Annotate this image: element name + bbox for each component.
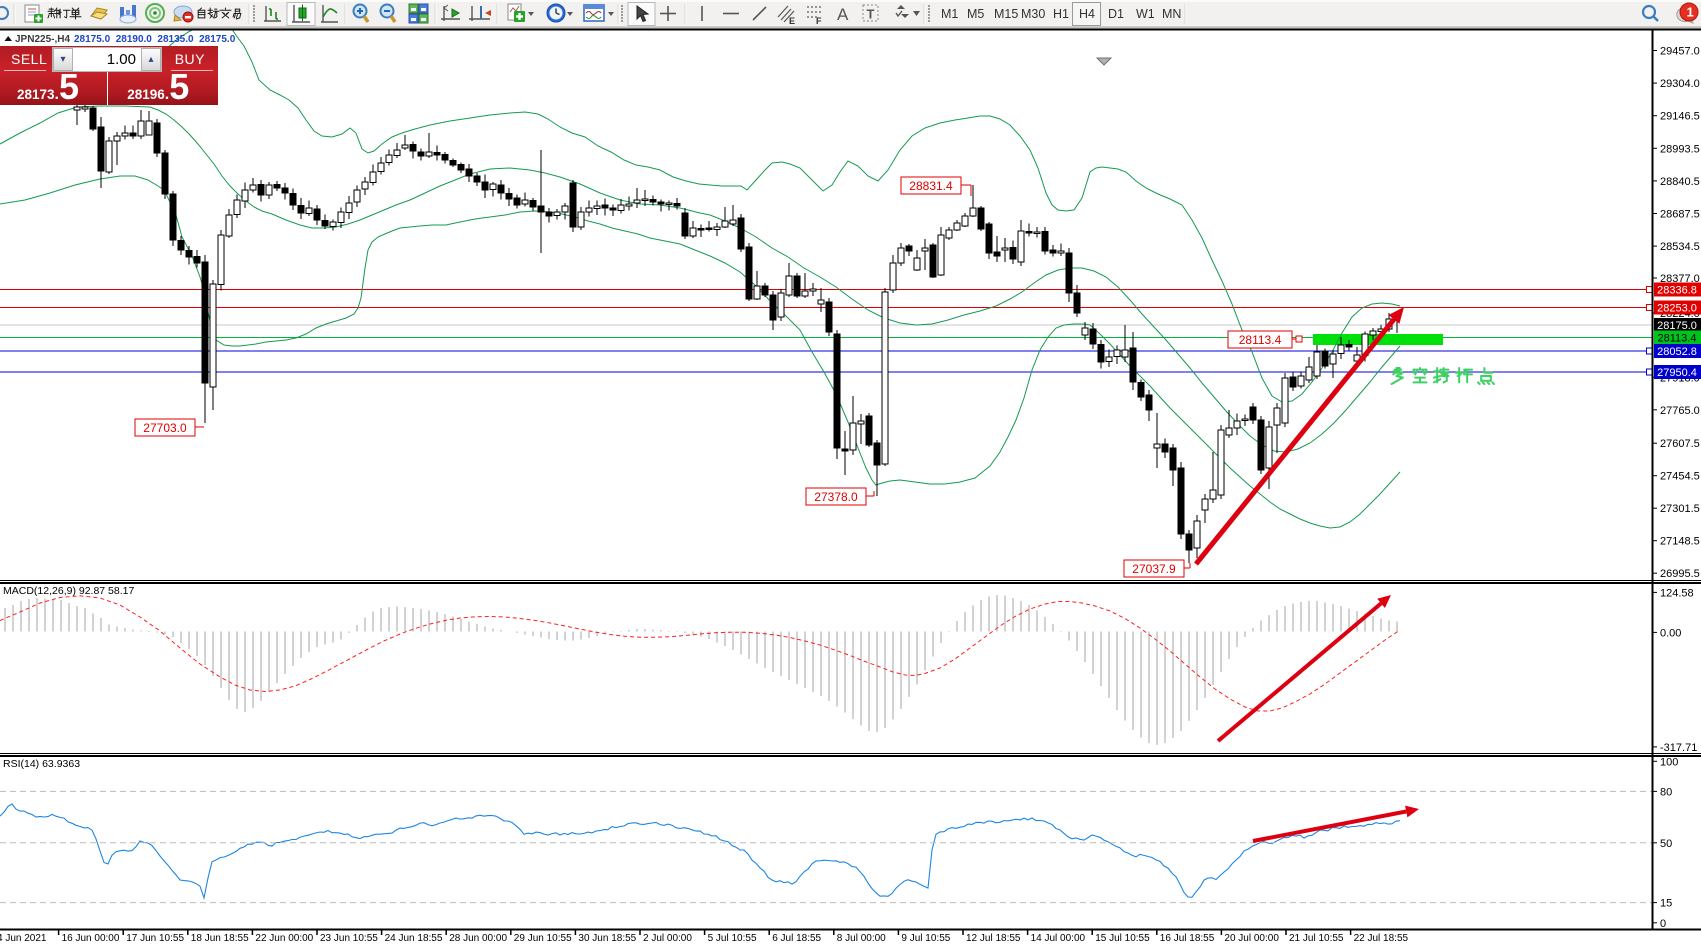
svg-text:2 Jul 00:00: 2 Jul 00:00	[643, 933, 692, 944]
svg-text:1: 1	[1687, 5, 1694, 20]
svg-text:-317.71: -317.71	[1660, 742, 1697, 754]
svg-text:27148.5: 27148.5	[1660, 536, 1700, 548]
svg-text:100: 100	[1660, 756, 1678, 768]
svg-text:0.00: 0.00	[1660, 627, 1681, 639]
svg-text:M1: M1	[941, 7, 958, 21]
svg-text:M5: M5	[967, 7, 984, 21]
svg-text:28377.0: 28377.0	[1660, 273, 1700, 285]
svg-text:6 Jul 18:55: 6 Jul 18:55	[772, 933, 821, 944]
svg-text:22 Jul 18:55: 22 Jul 18:55	[1354, 933, 1409, 944]
svg-text:RSI(14) 63.9363: RSI(14) 63.9363	[3, 758, 80, 770]
svg-text:29457.0: 29457.0	[1660, 46, 1700, 58]
svg-text:28175.0 28190.0 28135.0 281: 28175.0 28190.0 28135.0 28175.0	[74, 34, 236, 45]
svg-text:80: 80	[1660, 786, 1672, 798]
svg-text:28687.5: 28687.5	[1660, 209, 1700, 221]
svg-text:28831.4: 28831.4	[909, 179, 953, 193]
svg-text:29304.0: 29304.0	[1660, 78, 1700, 90]
svg-text:28052.8: 28052.8	[1657, 346, 1697, 358]
svg-text:M15: M15	[994, 7, 1018, 21]
svg-text:29146.5: 29146.5	[1660, 111, 1700, 123]
svg-text:27703.0: 27703.0	[143, 421, 187, 435]
svg-text:28840.5: 28840.5	[1660, 176, 1700, 188]
svg-text:20 Jul 00:00: 20 Jul 00:00	[1224, 933, 1279, 944]
svg-text:28993.5: 28993.5	[1660, 143, 1700, 155]
svg-text:MACD(12,26,9) 92.87 58.17: MACD(12,26,9) 92.87 58.17	[3, 585, 134, 597]
svg-text:9 Jul 10:55: 9 Jul 10:55	[901, 933, 950, 944]
svg-text:28 Jun 00:00: 28 Jun 00:00	[449, 933, 507, 944]
svg-text:D1: D1	[1108, 7, 1124, 21]
svg-text:18 Jun 18:55: 18 Jun 18:55	[191, 933, 249, 944]
svg-text:27765.0: 27765.0	[1660, 405, 1700, 417]
svg-text:27378.0: 27378.0	[814, 490, 858, 504]
svg-text:27301.5: 27301.5	[1660, 503, 1700, 515]
svg-text:22 Jun 00:00: 22 Jun 00:00	[255, 933, 313, 944]
svg-text:28253.0: 28253.0	[1657, 303, 1697, 315]
svg-text:16 Jul 18:55: 16 Jul 18:55	[1160, 933, 1215, 944]
svg-text:29 Jun 10:55: 29 Jun 10:55	[514, 933, 572, 944]
svg-text:W1: W1	[1136, 7, 1155, 21]
svg-text:8 Jul 00:00: 8 Jul 00:00	[837, 933, 886, 944]
svg-text:28113.4: 28113.4	[1658, 333, 1697, 345]
svg-text:4 Jun 2021: 4 Jun 2021	[0, 933, 47, 944]
svg-text:27454.5: 27454.5	[1660, 471, 1700, 483]
svg-text:E: E	[789, 16, 795, 26]
svg-text:28175.0: 28175.0	[1657, 320, 1697, 332]
svg-text:50: 50	[1660, 838, 1672, 850]
svg-text:5 Jul 10:55: 5 Jul 10:55	[708, 933, 757, 944]
svg-text:0: 0	[1660, 918, 1666, 930]
svg-text:M30: M30	[1021, 7, 1045, 21]
svg-text:F: F	[816, 16, 822, 26]
svg-text:21 Jul 10:55: 21 Jul 10:55	[1289, 933, 1344, 944]
svg-text:16 Jun 00:00: 16 Jun 00:00	[62, 933, 120, 944]
svg-text:T: T	[867, 7, 875, 22]
svg-text:14 Jul 00:00: 14 Jul 00:00	[1031, 933, 1086, 944]
svg-text:30 Jun 18:55: 30 Jun 18:55	[578, 933, 636, 944]
svg-text:124.58: 124.58	[1660, 587, 1694, 599]
svg-text:24 Jun 18:55: 24 Jun 18:55	[385, 933, 443, 944]
svg-text:27037.9: 27037.9	[1132, 562, 1176, 576]
svg-text:17 Jun 10:55: 17 Jun 10:55	[126, 933, 184, 944]
svg-text:27950.4: 27950.4	[1657, 367, 1697, 379]
svg-text:JPN225-,H4: JPN225-,H4	[15, 34, 70, 45]
svg-text:12 Jul 18:55: 12 Jul 18:55	[966, 933, 1021, 944]
svg-text:28113.4: 28113.4	[1239, 333, 1282, 347]
svg-text:28534.5: 28534.5	[1660, 241, 1700, 253]
svg-text:H1: H1	[1053, 7, 1069, 21]
svg-text:H4: H4	[1079, 7, 1095, 21]
svg-text:27607.5: 27607.5	[1660, 438, 1700, 450]
svg-text:23 Jun 10:55: 23 Jun 10:55	[320, 933, 378, 944]
svg-text:15 Jul 10:55: 15 Jul 10:55	[1095, 933, 1150, 944]
svg-text:26995.5: 26995.5	[1660, 568, 1700, 580]
svg-text:15: 15	[1660, 898, 1672, 910]
svg-text:MN: MN	[1162, 7, 1181, 21]
svg-text:28336.8: 28336.8	[1657, 285, 1697, 297]
svg-text:A: A	[837, 5, 849, 24]
